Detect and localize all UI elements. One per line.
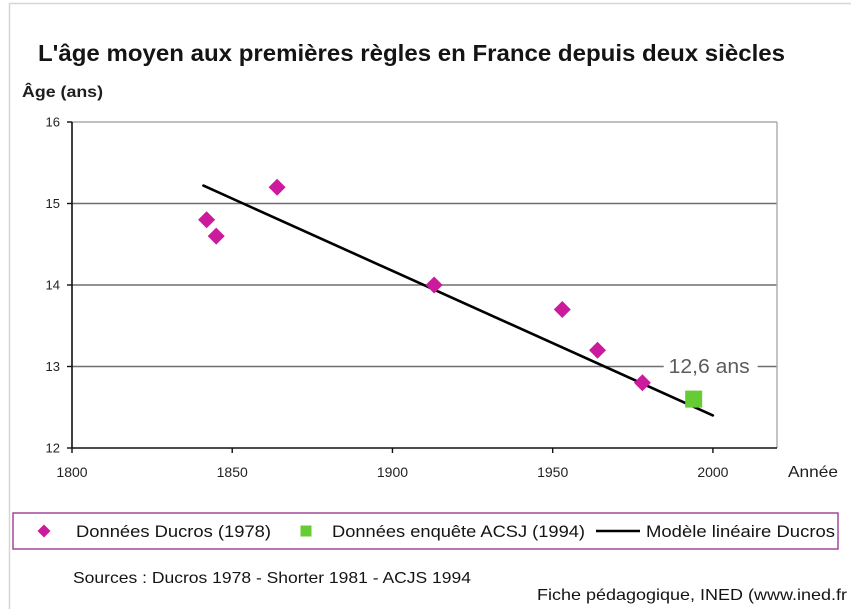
ducros-data-point [268,178,286,196]
ducros-data-point [207,227,225,245]
legend: Données Ducros (1978) Données enquête AC… [12,512,839,550]
chart-frame [8,2,851,609]
x-tick-label: 1900 [377,464,408,480]
x-tick-label: 1950 [537,464,568,480]
ducros-data-point [633,374,651,392]
x-tick-label: 1850 [217,464,248,480]
acsj-data-point [685,390,703,408]
legend-label-acsj: Données enquête ACSJ (1994) [332,522,585,541]
y-tick-label: 14 [46,278,60,293]
data-marks: 12,6 ans [198,178,758,417]
legend-diamond-icon [37,524,51,538]
axis-ticks: 12 13 14 15 16 1800 1850 1900 1950 2000 [46,115,729,481]
legend-label-ducros: Données Ducros (1978) [76,522,271,541]
ducros-data-point [425,276,443,294]
legend-square-icon [300,525,312,537]
chart-title: L'âge moyen aux premières règles en Fran… [38,40,785,66]
plot-area: 12 13 14 15 16 1800 1850 1900 1950 2000 12,6 ans [46,115,778,481]
y-tick-label: 13 [46,359,60,374]
x-tick-label: 1800 [56,464,87,480]
legend-label-model: Modèle linéaire Ducros [646,522,835,541]
ducros-data-point [589,341,607,359]
annotation-background [663,357,758,380]
ducros-data-point [553,300,571,318]
x-axis-label: Année [788,464,838,481]
y-tick-label: 15 [46,196,60,211]
legend-box [12,512,839,550]
annotation-label: 12,6 ans [669,356,750,378]
credit-note: Fiche pédagogique, INED (www.ined.fr [537,587,848,604]
ducros-data-point [198,211,216,229]
x-tick-label: 2000 [697,464,728,480]
y-axis-label: Âge (ans) [22,82,103,101]
y-tick-label: 12 [46,441,60,456]
y-tick-label: 16 [46,115,60,130]
sources-note: Sources : Ducros 1978 - Shorter 1981 - A… [73,570,471,587]
linear-model-line [202,184,715,417]
